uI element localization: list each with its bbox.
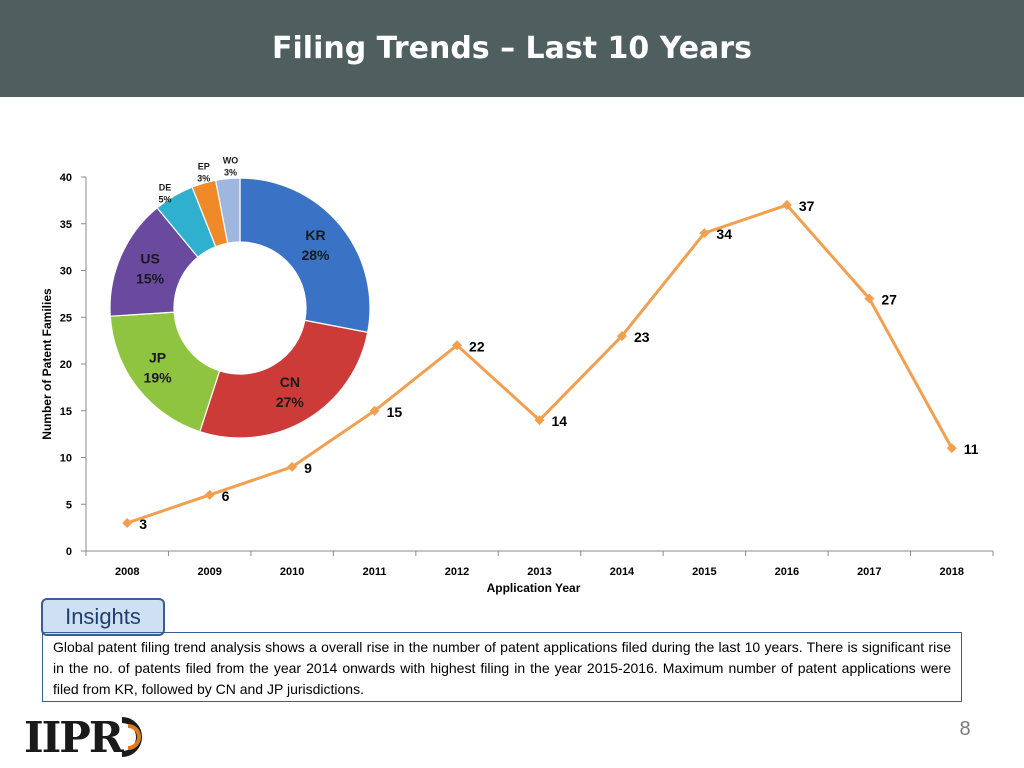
y-tick-label: 10 [60,453,72,465]
data-point-marker [699,228,710,239]
donut-slice-percent: 3% [197,173,210,183]
donut-slice-jp [109,311,221,433]
x-tick-label: 2018 [940,566,964,578]
data-point-marker [122,517,133,528]
donut-slice-percent: 15% [136,271,165,287]
y-tick-label: 15 [60,406,72,418]
y-tick-label: 30 [60,266,72,278]
data-label: 22 [469,338,485,354]
y-tick-label: 25 [60,312,72,324]
insights-text: Global patent filing trend analysis show… [42,632,962,702]
trend-line-layer: 3 6 9 15 22 14 23 34 37 27 11 [122,198,979,532]
y-tick-label: 35 [60,219,72,231]
donut-slice-name: US [140,251,159,267]
data-label: 37 [799,198,815,214]
x-tick-label: 2011 [363,566,387,578]
data-label: 23 [634,329,650,345]
donut-slice-percent: 3% [224,167,237,177]
data-label: 34 [716,226,732,242]
data-point-marker [287,461,298,472]
donut-slice-wo [214,177,241,244]
data-label: 27 [881,292,897,308]
data-label: 11 [964,441,979,457]
data-point-marker [946,443,957,454]
chart-axes: 0 5 10 15 20 25 30 35 40 2008 2009 2010 2011 2012 2013… [40,172,994,595]
svg-text:IIPR: IIPR [24,713,125,762]
page-title: Filing Trends – Last 10 Years [272,31,752,66]
company-logo: IIPR [24,713,142,762]
data-label: 6 [222,488,230,504]
x-tick-label: 2009 [197,566,221,578]
x-tick-label: 2013 [527,566,551,578]
donut-slice-percent: 19% [144,370,173,386]
header-bar [0,0,1024,97]
data-label: 3 [139,516,147,532]
donut-slice-name: JP [149,350,166,366]
x-axis-title: Application Year [487,581,581,595]
y-tick-label: 5 [66,499,72,511]
donut-slice-name: EP [198,161,210,171]
data-point-marker [781,200,792,211]
y-tick-label: 40 [60,172,72,184]
trend-line [126,203,954,525]
donut-slice-percent: 5% [158,195,171,205]
donut-slice-cn [199,319,369,439]
donut-slice-name: WO [223,155,239,165]
x-tick-label: 2010 [280,566,304,578]
donut-slice-name: KR [305,227,325,243]
donut-slice-name: DE [159,183,172,193]
y-tick-label: 0 [66,546,72,558]
data-label: 9 [304,460,312,476]
x-tick-label: 2008 [115,566,139,578]
y-axis-title: Number of Patent Families [40,288,54,440]
x-tick-label: 2017 [857,566,881,578]
donut-slice-kr [239,177,371,334]
page-number: 8 [959,718,971,740]
data-label: 15 [387,404,403,420]
x-tick-label: 2016 [775,566,799,578]
y-tick-label: 20 [60,359,72,371]
data-point-marker [864,293,875,304]
donut-slice-percent: 28% [301,247,330,263]
data-point-marker [369,405,380,416]
data-point-marker [616,330,627,341]
data-label: 14 [552,413,568,429]
data-point-marker [452,340,463,351]
x-tick-label: 2012 [445,566,469,578]
filing-trend-chart: 0 5 10 15 20 25 30 35 40 2008 2009 2010 2011 2012 2013… [40,155,994,595]
share-donut-chart: KR 28% CN 27% JP 19% US 15% DE 5% EP 3% WO 3% [109,155,371,439]
donut-slice-name: CN [280,374,300,390]
x-tick-label: 2014 [610,566,635,578]
data-point-marker [204,489,215,500]
donut-slice-percent: 27% [276,394,305,410]
x-tick-label: 2015 [692,566,716,578]
data-point-marker [534,415,545,426]
insights-label: Insights [41,598,165,636]
